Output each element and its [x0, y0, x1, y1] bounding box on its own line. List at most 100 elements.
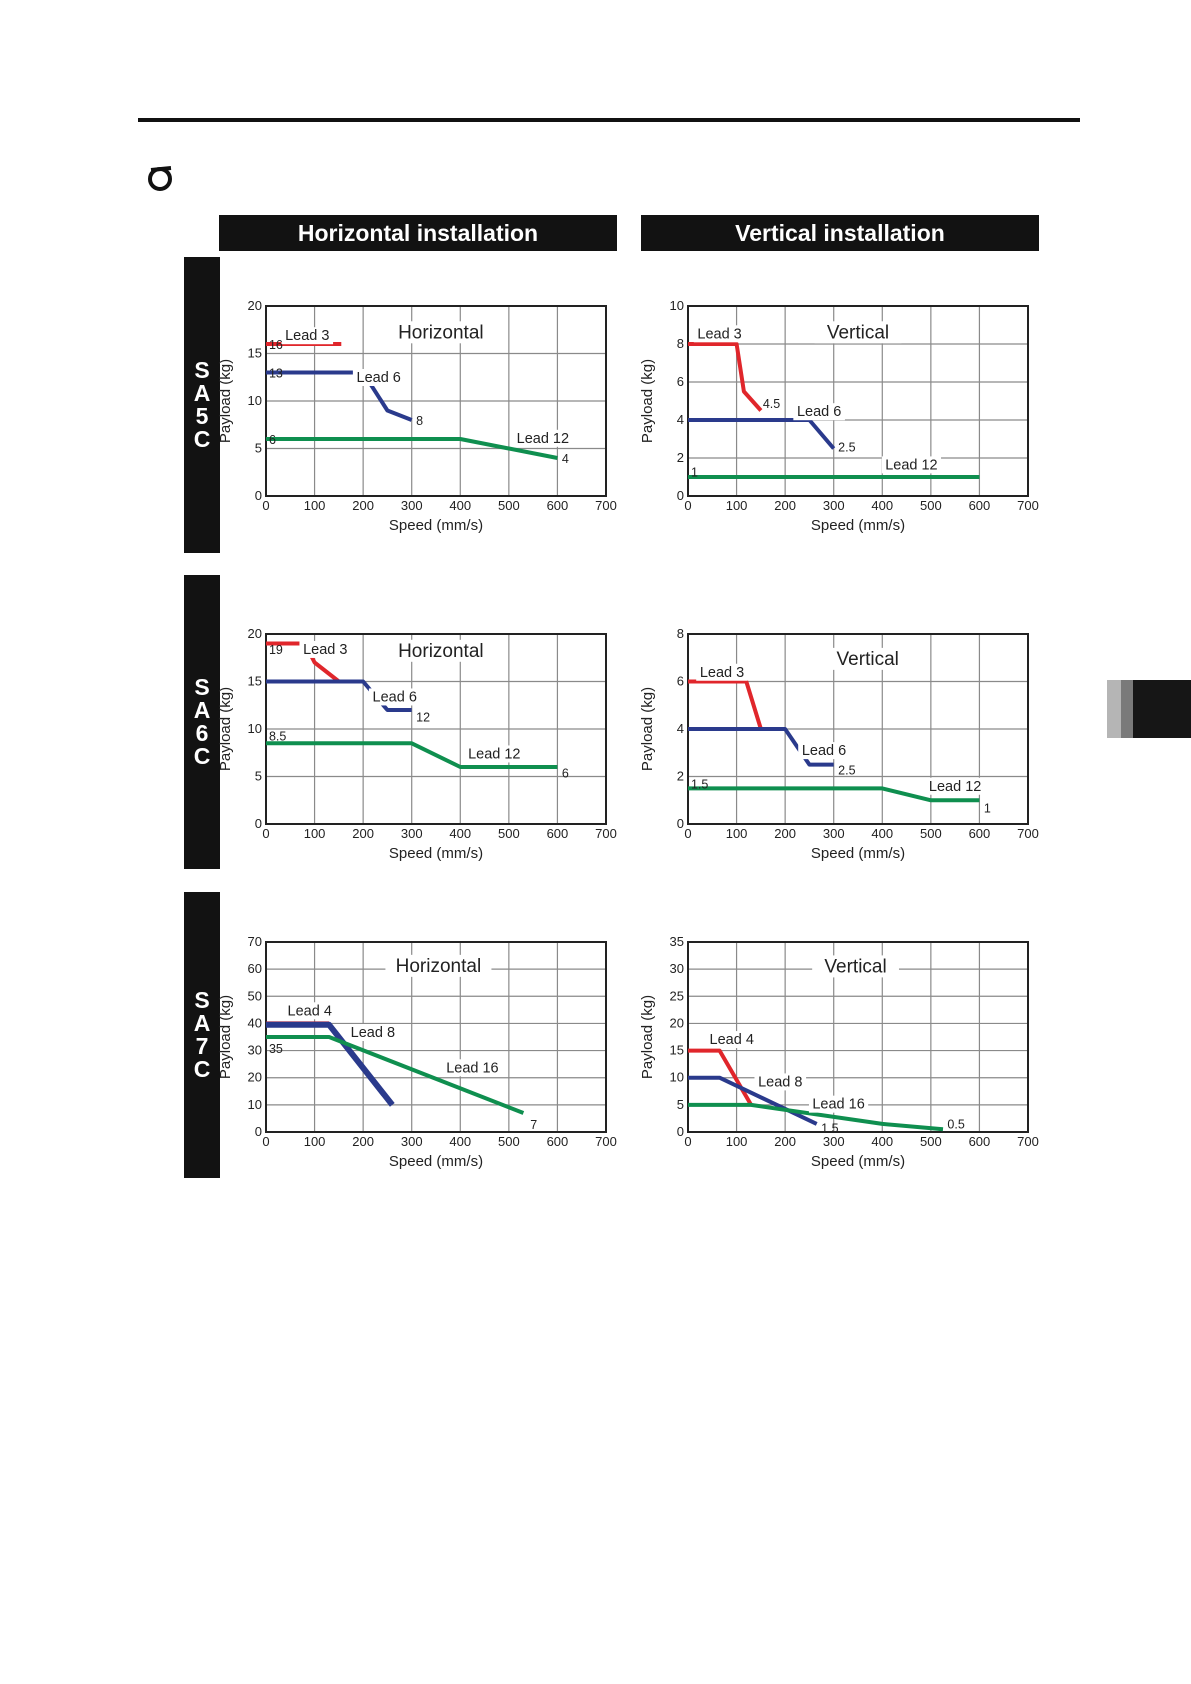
series-line-lead-12: [688, 786, 980, 803]
x-tick-label: 700: [595, 1134, 617, 1149]
series-line-lead-16: [688, 1102, 944, 1132]
x-tick-label: 200: [774, 826, 796, 841]
section-bullet-icon: [148, 166, 172, 191]
y-tick-label: 8: [677, 626, 684, 641]
y-tick-label: 10: [248, 393, 262, 408]
series-label: Lead 16: [812, 1097, 864, 1113]
x-tick-label: 500: [498, 826, 520, 841]
x-axis-label: Speed (mm/s): [811, 845, 905, 862]
series-line-lead-3: [688, 679, 763, 730]
data-label: 8: [416, 414, 423, 428]
series-label: Lead 6: [357, 370, 401, 386]
series-label-backing: [696, 663, 748, 681]
chart-title: Vertical: [824, 956, 886, 977]
data-label: 1: [691, 465, 698, 479]
chart-sa7c-vertical: 0 100 200 300 400 500 600 700 0 5 10 15 20 25 30 35 Vert…: [639, 934, 1039, 1170]
series-label-backing: [793, 403, 845, 421]
series-label: Lead 4: [710, 1032, 754, 1048]
series-label: Lead 3: [303, 642, 347, 658]
series-line-lead-16: [266, 1035, 525, 1115]
series-label: Lead 12: [517, 431, 569, 447]
y-tick-label: 0: [255, 488, 262, 503]
x-tick-label: 200: [352, 826, 374, 841]
series-label-backing: [808, 1095, 869, 1113]
y-tick-label: 15: [670, 1043, 684, 1058]
chart-title-backing: [387, 321, 494, 344]
data-label: 4.5: [763, 397, 780, 411]
x-tick-label: 700: [1017, 498, 1039, 513]
data-label: 6: [562, 767, 569, 781]
x-tick-label: 500: [498, 1134, 520, 1149]
x-tick-label: 500: [920, 1134, 942, 1149]
y-axis-label: Payload (kg): [639, 995, 656, 1079]
chart-title-backing: [812, 955, 899, 978]
model-letter: S: [194, 987, 210, 1013]
data-label: 2.5: [838, 441, 855, 455]
series-label: Lead 12: [885, 457, 937, 473]
x-tick-label: 400: [449, 826, 471, 841]
chart-sa7c-horizontal: 0 100 200 300 400 500 600 700 0 10 20 30 40 50 60 70 Hor…: [217, 934, 617, 1170]
y-axis-label: Payload (kg): [217, 359, 234, 443]
series-label-backing: [281, 327, 334, 345]
x-tick-label: 600: [547, 826, 569, 841]
chart-title-backing: [824, 647, 912, 670]
series-label: Lead 6: [802, 743, 846, 759]
model-letter: A: [193, 1010, 211, 1036]
plot-frame: [265, 305, 607, 497]
x-tick-label: 500: [498, 498, 520, 513]
y-tick-label: 20: [248, 298, 262, 313]
x-tick-label: 300: [401, 498, 423, 513]
model-letter: C: [193, 1056, 211, 1082]
x-tick-label: 100: [304, 826, 326, 841]
series-label: Lead 16: [446, 1060, 498, 1076]
y-axis-label: Payload (kg): [217, 995, 234, 1079]
y-tick-label: 50: [248, 988, 262, 1003]
data-label: 19: [269, 643, 283, 657]
plot-frame: [265, 633, 607, 825]
x-tick-label: 600: [969, 498, 991, 513]
chart-title: Vertical: [827, 322, 889, 343]
series-label-backing: [881, 456, 942, 474]
x-tick-label: 500: [920, 826, 942, 841]
x-tick-label: 100: [726, 826, 748, 841]
model-letter: 7: [195, 1033, 209, 1059]
y-tick-label: 30: [248, 1043, 262, 1058]
series-label: Lead 8: [758, 1074, 802, 1090]
top-rule: [138, 118, 1080, 122]
y-tick-label: 6: [677, 674, 684, 689]
series-line-lead-6: [688, 418, 836, 450]
series-label: Lead 6: [373, 689, 417, 705]
series-line-lead-12: [266, 741, 558, 769]
y-tick-label: 5: [255, 441, 262, 456]
chart-sa5c-horizontal: 0 100 200 300 400 500 600 700 0 5 10 15 20 Horizontal…: [217, 298, 617, 534]
y-tick-label: 4: [677, 412, 684, 427]
y-tick-label: 70: [248, 934, 262, 949]
x-tick-label: 200: [352, 498, 374, 513]
x-axis-label: Speed (mm/s): [811, 517, 905, 534]
series-label: Lead 8: [351, 1025, 395, 1041]
y-tick-label: 60: [248, 961, 262, 976]
model-letter: 5: [195, 403, 209, 429]
chart-title: Vertical: [837, 649, 899, 670]
data-label: 16: [269, 338, 283, 352]
y-tick-label: 10: [248, 721, 262, 736]
x-axis-label: Speed (mm/s): [389, 517, 483, 534]
series-label-backing: [442, 1059, 503, 1077]
y-tick-label: 35: [670, 934, 684, 949]
plot-frame: [687, 305, 1029, 497]
y-tick-label: 15: [248, 674, 262, 689]
x-tick-label: 100: [304, 498, 326, 513]
y-tick-label: 10: [670, 1070, 684, 1085]
series-line-lead-6: [688, 727, 834, 767]
x-tick-label: 0: [684, 826, 691, 841]
series-label: Lead 4: [288, 1003, 332, 1019]
vertical-installation-header: Vertical installation: [641, 215, 1039, 251]
data-label: 1.5: [821, 1122, 838, 1136]
x-tick-label: 400: [449, 1134, 471, 1149]
x-tick-label: 600: [969, 1134, 991, 1149]
y-tick-label: 0: [255, 816, 262, 831]
data-label: 1: [984, 801, 991, 815]
y-tick-label: 5: [677, 1097, 684, 1112]
model-letter: S: [194, 674, 210, 700]
y-tick-label: 0: [677, 1124, 684, 1139]
